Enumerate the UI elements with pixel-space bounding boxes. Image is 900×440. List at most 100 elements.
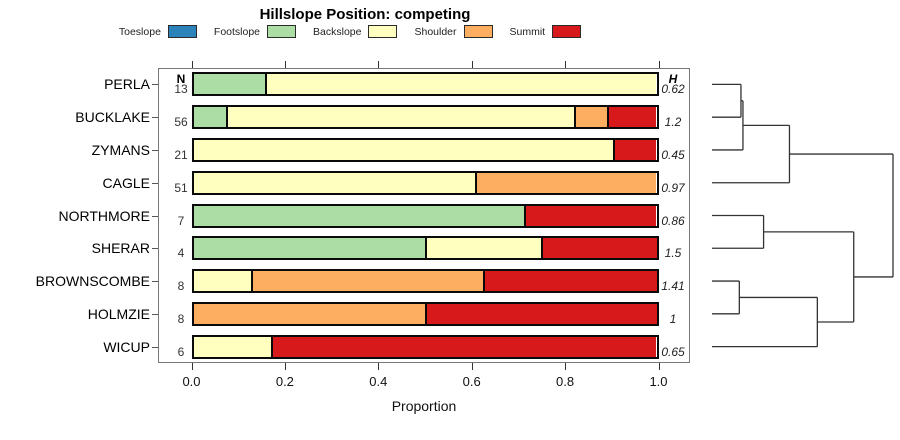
plot-area-frame — [158, 68, 690, 363]
bar-segment-shoulder — [193, 303, 425, 324]
x-axis-tick-top — [565, 61, 567, 68]
h-value: 1.2 — [664, 115, 682, 130]
legend-label: Backslope — [313, 25, 362, 38]
bar-segment-shoulder — [475, 172, 657, 193]
h-value: 0.86 — [661, 213, 685, 228]
bar-segment-summit — [612, 139, 657, 160]
row-label-northmore: NORTHMORE — [58, 207, 150, 224]
bar-segment-shoulder — [573, 107, 607, 128]
legend-label: Summit — [509, 25, 546, 38]
legend-label: Toeslope — [118, 25, 161, 38]
bar-segment-summit — [606, 107, 657, 128]
stacked-bar-bucklake — [191, 105, 659, 130]
stacked-bar-wicup — [191, 334, 659, 359]
x-axis-tick-label: 0.0 — [182, 374, 201, 389]
row-label-perla: PERLA — [104, 76, 150, 93]
x-axis-tick-bottom — [471, 363, 473, 370]
x-axis-tick-bottom — [284, 363, 286, 370]
legend-label: Shoulder — [414, 25, 457, 38]
h-value: 1.41 — [661, 279, 685, 294]
bar-segment-summit — [270, 336, 657, 357]
stacked-bar-sherar — [191, 236, 659, 261]
bar-segment-summit — [540, 238, 657, 259]
legend-item-toeslope: Toeslope — [119, 25, 197, 38]
y-axis-tick — [152, 117, 158, 119]
legend-swatch-backslope — [368, 25, 398, 38]
bar-segment-summit — [482, 271, 657, 292]
y-axis-tick — [152, 215, 158, 217]
x-axis-label: Proportion — [391, 398, 457, 414]
n-value: 13 — [174, 82, 188, 97]
y-axis-tick — [152, 346, 158, 348]
legend-item-footslope: Footslope — [213, 25, 297, 38]
bar-segment-backslope — [226, 107, 574, 128]
bar-segment-footslope — [193, 107, 227, 128]
x-axis-tick-top — [658, 61, 660, 68]
row-label-bucklake: BUCKLAKE — [75, 109, 150, 126]
y-axis-tick — [152, 149, 158, 151]
y-axis-tick — [152, 248, 158, 250]
bar-segment-backslope — [193, 172, 475, 193]
bar-segment-backslope — [193, 271, 252, 292]
bar-segment-summit — [524, 205, 657, 226]
h-column-header: H — [668, 72, 678, 86]
n-value: 8 — [177, 279, 185, 294]
x-axis-tick-top — [284, 61, 286, 68]
row-label-cagle: CAGLE — [102, 174, 150, 191]
n-value: 56 — [174, 115, 188, 130]
stacked-bar-zymans — [191, 137, 659, 162]
h-value: 0.65 — [661, 344, 685, 359]
stacked-bar-perla — [191, 72, 659, 97]
bar-segment-summit — [425, 303, 657, 324]
legend-swatch-shoulder — [463, 25, 493, 38]
x-axis-tick-bottom — [658, 363, 660, 370]
x-axis-tick-label: 0.6 — [462, 374, 481, 389]
n-value: 8 — [177, 311, 185, 326]
bar-segment-backslope — [193, 139, 613, 160]
h-value: 1 — [669, 311, 677, 326]
h-value: 0.45 — [661, 147, 685, 162]
h-value: 0.62 — [661, 82, 685, 97]
bar-segment-footslope — [193, 238, 425, 259]
chart-title: Hillslope Position: competing — [259, 6, 471, 23]
n-value: 21 — [174, 147, 188, 162]
bar-segment-backslope — [425, 238, 541, 259]
legend: Toeslope Footslope Backslope Shoulder Summit — [0, 25, 700, 38]
row-label-sherar: SHERAR — [91, 240, 150, 257]
stacked-bar-northmore — [191, 203, 659, 228]
legend-item-backslope: Backslope — [313, 25, 398, 38]
x-axis-tick-bottom — [191, 363, 193, 370]
row-label-zymans: ZYMANS — [91, 141, 150, 158]
bar-segment-shoulder — [251, 271, 483, 292]
n-value: 51 — [174, 180, 188, 195]
n-value: 7 — [177, 213, 185, 228]
stacked-bar-brownscombe — [191, 269, 659, 294]
x-axis-tick-top — [191, 61, 193, 68]
legend-label: Footslope — [213, 25, 261, 38]
row-label-holmzie: HOLMZIE — [87, 305, 150, 322]
y-axis-tick — [152, 313, 158, 315]
n-value: 6 — [177, 344, 185, 359]
legend-item-shoulder: Shoulder — [414, 25, 493, 38]
bar-segment-footslope — [193, 205, 525, 226]
bar-segment-backslope — [264, 74, 657, 95]
legend-swatch-summit — [552, 25, 582, 38]
stacked-bar-cagle — [191, 170, 659, 195]
x-axis-tick-top — [378, 61, 380, 68]
x-axis-tick-label: 0.8 — [556, 374, 575, 389]
x-axis-tick-label: 0.2 — [275, 374, 294, 389]
x-axis-tick-label: 0.4 — [369, 374, 388, 389]
x-axis-tick-label: 1.0 — [649, 374, 668, 389]
y-axis-tick — [152, 281, 158, 283]
n-column-header: N — [176, 72, 186, 86]
row-label-brownscombe: BROWNSCOMBE — [35, 273, 150, 290]
legend-item-summit: Summit — [510, 25, 582, 38]
legend-swatch-footslope — [267, 25, 297, 38]
h-value: 1.5 — [664, 246, 682, 261]
row-label-wicup: WICUP — [103, 338, 150, 355]
n-value: 4 — [177, 246, 185, 261]
y-axis-tick — [152, 84, 158, 86]
stacked-bar-holmzie — [191, 301, 659, 326]
h-value: 0.97 — [661, 180, 685, 195]
